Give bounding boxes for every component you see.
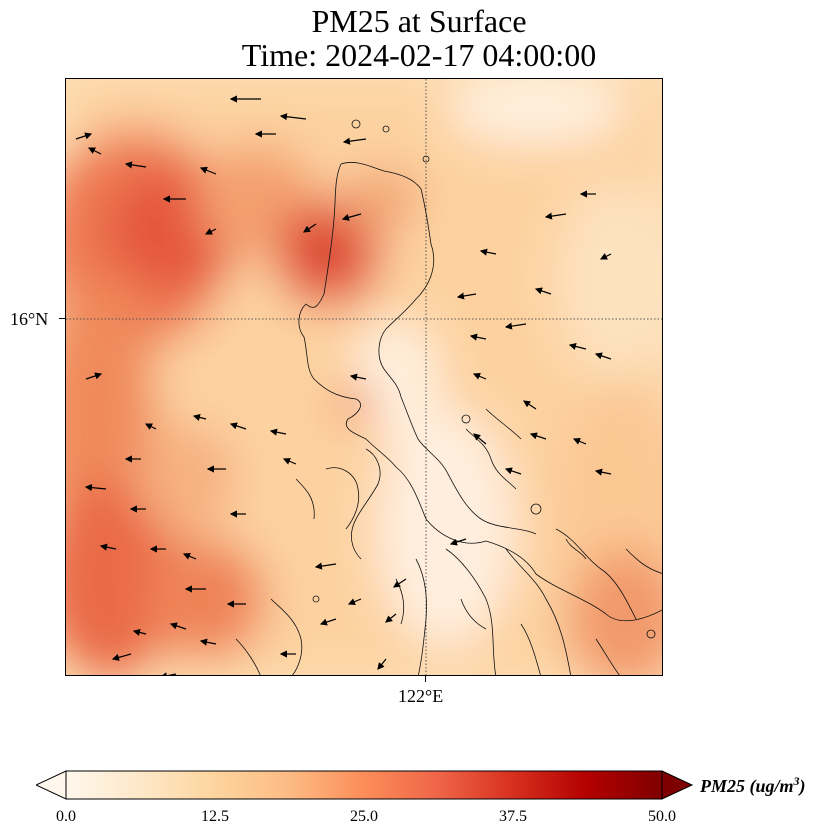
map-panel[interactable] <box>65 78 663 676</box>
colorbar <box>36 768 696 802</box>
lat-tick-mark <box>59 318 65 319</box>
colorbar-body <box>66 771 662 799</box>
lat-tick-label: 16°N <box>10 309 48 330</box>
title-line-2: Time: 2024-02-17 04:00:00 <box>0 38 838 72</box>
colorbar-extend-high <box>662 771 692 799</box>
lon-tick-label: 122°E <box>398 686 443 707</box>
chart-title: PM25 at Surface Time: 2024-02-17 04:00:0… <box>0 4 838 72</box>
colorbar-tick-label: 0.0 <box>56 808 76 826</box>
pm25-map <box>66 79 663 676</box>
colorbar-tick-label: 25.0 <box>350 808 378 826</box>
colorbar-tick-label: 50.0 <box>648 808 676 826</box>
title-line-1: PM25 at Surface <box>0 4 838 38</box>
colorbar-extend-low <box>36 771 66 799</box>
colorbar-tick-label: 37.5 <box>499 808 527 826</box>
lon-tick-mark <box>425 676 426 682</box>
colorbar-tick-label: 12.5 <box>201 808 229 826</box>
pm25-field <box>66 79 663 676</box>
colorbar-label: PM25 (ug/m3) <box>700 774 806 797</box>
